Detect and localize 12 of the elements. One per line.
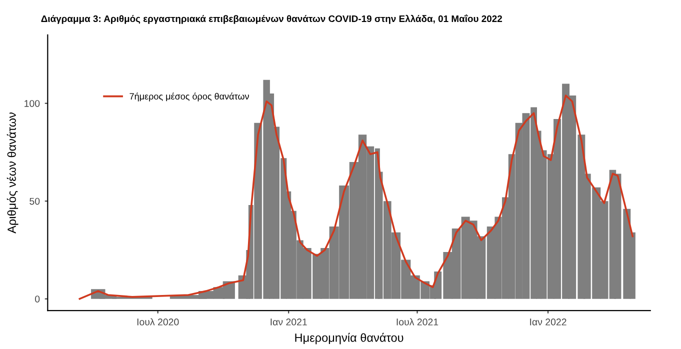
y-axis-title: Αριθμός νέων θανάτων — [6, 112, 18, 234]
chart-title: Διάγραμμα 3: Αριθμός εργαστηριακά επιβεβαιωμένων θανάτων COVID-19 στην Ελλάδα, 01 Μαΐου 2022 — [41, 14, 502, 24]
x-tick-label: Ιαν 2021 — [270, 318, 307, 326]
line-series — [78, 94, 634, 300]
y-tick-label: 100 — [24, 100, 40, 107]
x-tick-label: Ιαν 2022 — [530, 318, 566, 326]
x-tick-label: Ιουλ 2021 — [396, 318, 438, 326]
legend-label: 7ήμερος μέσος όρος θανάτων — [130, 92, 249, 102]
y-tick-label: 50 — [30, 198, 40, 205]
y-tick-label: 0 — [35, 296, 40, 302]
x-axis-title: Ημερομηνία θανάτου — [295, 332, 404, 344]
x-tick-label: Ιουλ 2020 — [137, 318, 179, 326]
